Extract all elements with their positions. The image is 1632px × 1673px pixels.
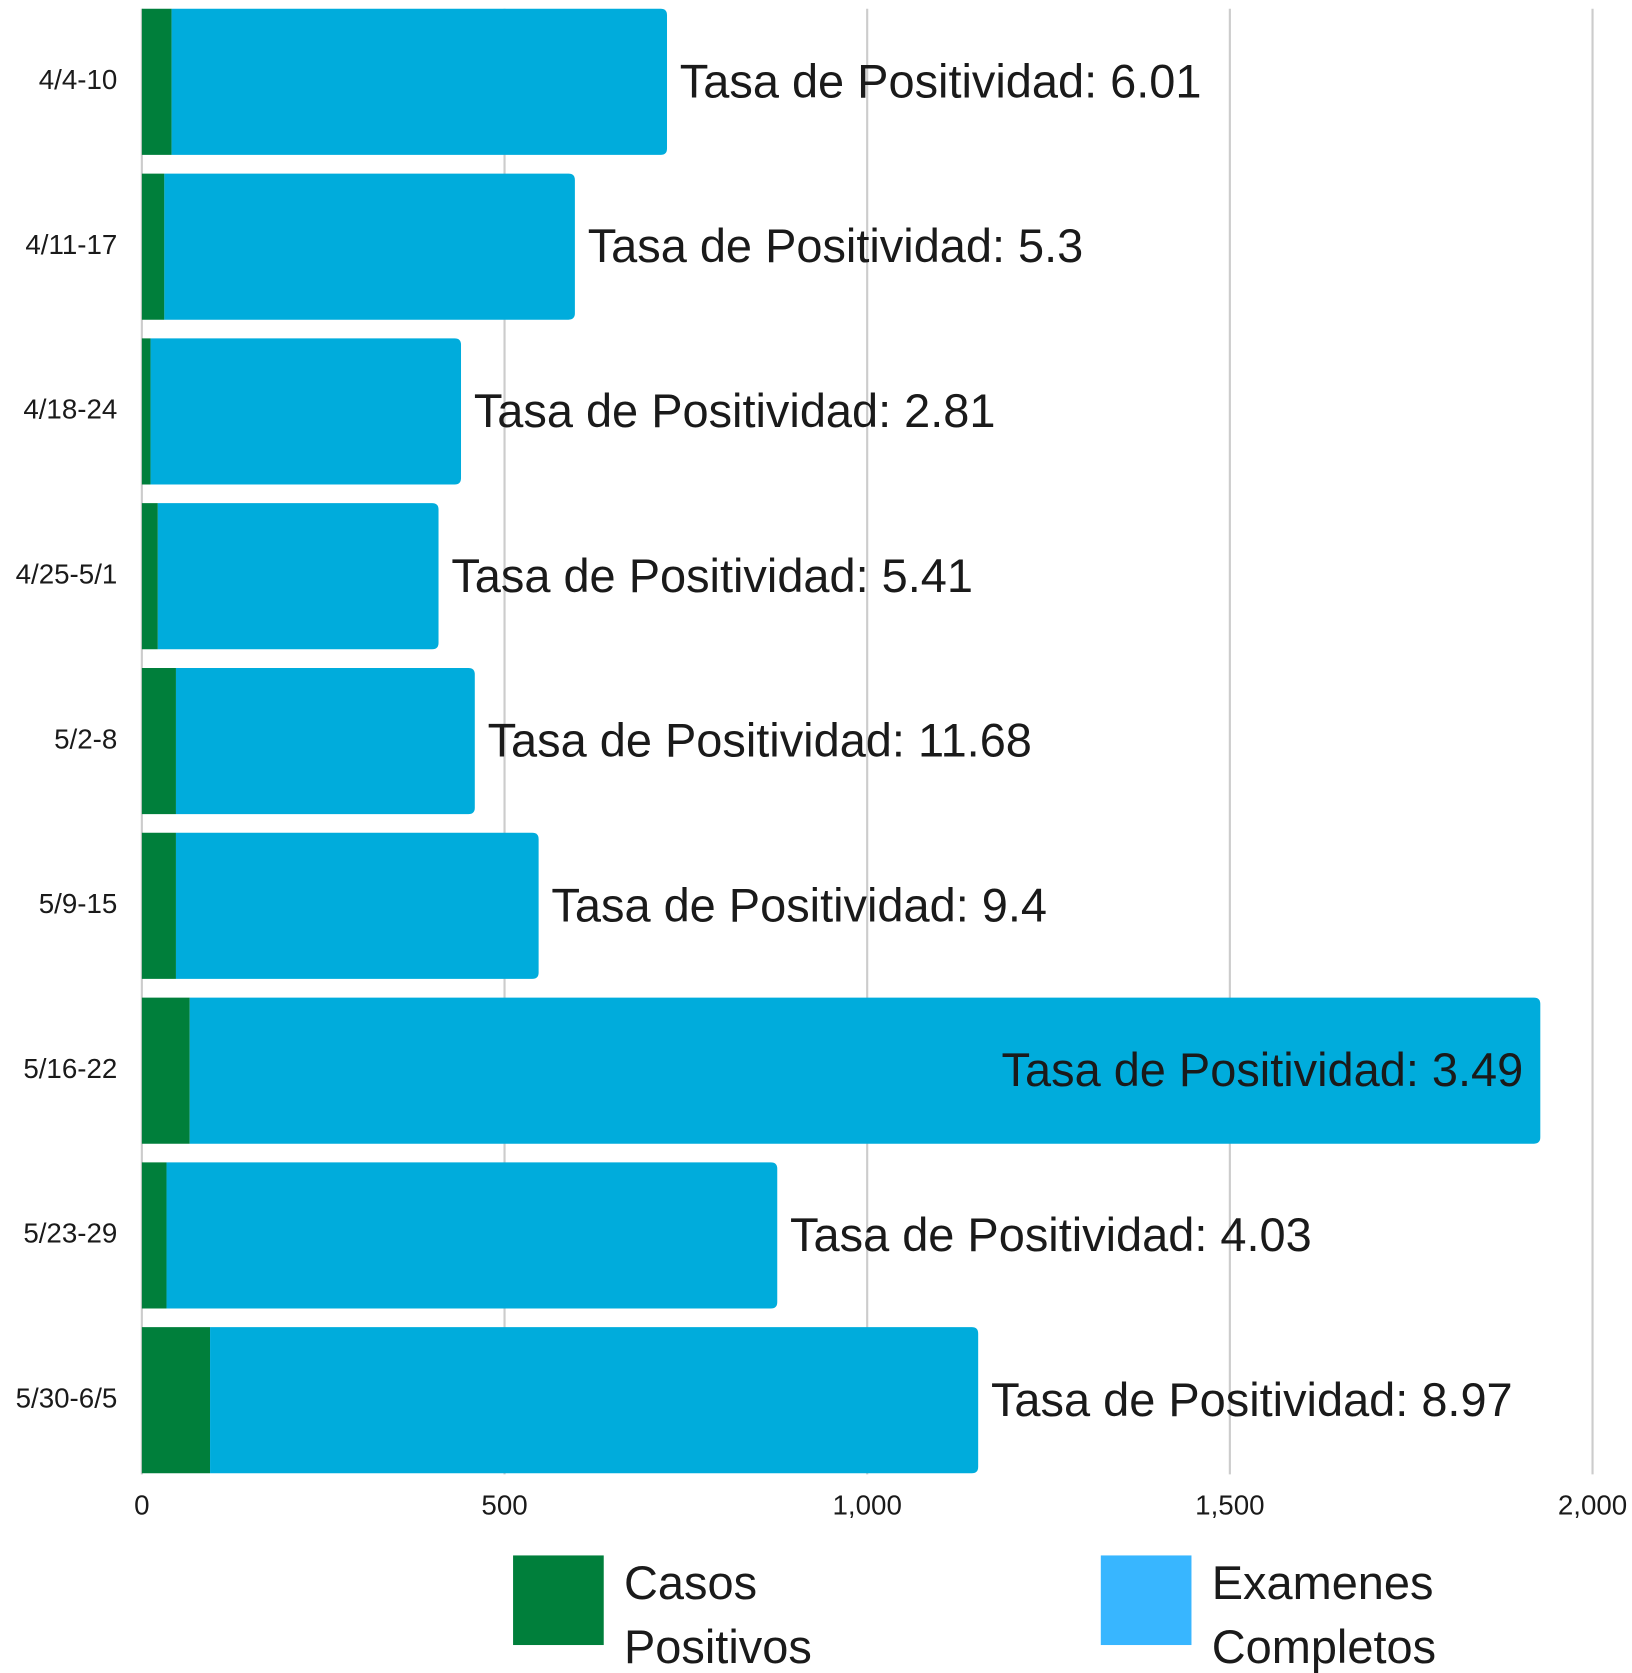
y-tick-label: 5/30-6/5 (16, 1383, 118, 1414)
bar-segment (141, 832, 176, 979)
annotation: Tasa de Positividad: 9.4 (551, 879, 1047, 931)
y-tick-label: 5/23-29 (23, 1218, 117, 1249)
annotation: Tasa de Positividad: 11.68 (488, 715, 1032, 767)
y-tick-label: 4/11-17 (25, 229, 117, 260)
bar-segment (171, 8, 668, 155)
annotation: Tasa de Positividad: 4.03 (790, 1209, 1312, 1261)
legend-swatch (1100, 1555, 1192, 1646)
y-tick-label: 5/16-22 (23, 1053, 117, 1084)
bar-segment (150, 338, 462, 485)
bar-segment (141, 173, 165, 320)
x-tick-label: 500 (481, 1490, 527, 1521)
legend-label-box: Examenes Completos (1211, 1557, 1437, 1673)
legend-swatch (513, 1555, 604, 1646)
y-tick-label: 4/18-24 (23, 394, 117, 425)
annotation: Tasa de Positividad: 2.81 (474, 385, 996, 437)
x-tick-label: 2,000 (1558, 1490, 1627, 1521)
bar-segment (141, 997, 190, 1144)
x-tick-label: 0 (134, 1490, 149, 1521)
bar-segment (141, 503, 158, 650)
legend-label-box: Casos Positivos (624, 1557, 812, 1673)
bar-segment (141, 8, 172, 155)
bar-segment (157, 503, 439, 650)
legend-label: Casos Positivos (624, 1557, 812, 1673)
annotation: Tasa de Positividad: 5.41 (451, 550, 973, 602)
legend-label: Examenes Completos (1211, 1557, 1437, 1673)
bar-segment (141, 338, 151, 485)
bar-segment (189, 997, 1541, 1144)
bar-segment (164, 173, 575, 320)
y-tick-label: 4/4-10 (39, 64, 118, 95)
bar-segment (141, 667, 176, 815)
bar-segment (141, 1162, 167, 1309)
bar-segment (210, 1327, 979, 1474)
bar-segment (175, 667, 475, 815)
annotation: Tasa de Positividad: 6.01 (680, 55, 1202, 107)
y-tick-label: 5/2-8 (54, 723, 117, 754)
bar-segment (175, 832, 539, 979)
x-tick-label: 1,500 (1195, 1490, 1264, 1521)
y-tick-label: 4/25-5/1 (16, 559, 118, 590)
x-tick-label: 1,000 (833, 1490, 902, 1521)
y-tick-label: 5/9-15 (39, 888, 118, 919)
bar-segment (141, 1327, 211, 1474)
bar-segment (166, 1162, 778, 1309)
annotation: Tasa de Positividad: 5.3 (588, 220, 1084, 272)
annotation: Tasa de Positividad: 8.97 (991, 1374, 1513, 1426)
annotation: Tasa de Positividad: 3.49 (1002, 1044, 1524, 1096)
